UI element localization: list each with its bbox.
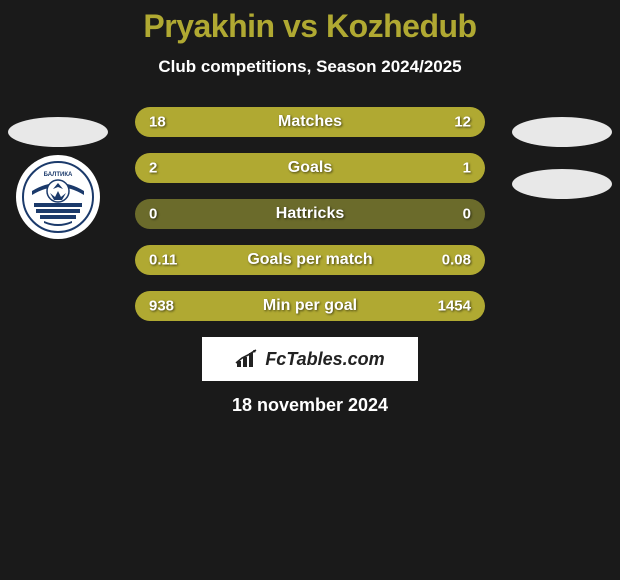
stat-label: Min per goal (263, 297, 357, 315)
svg-text:БАЛТИКА: БАЛТИКА (44, 172, 73, 178)
page-title: Pryakhin vs Kozhedub (0, 8, 620, 45)
date-text: 18 november 2024 (0, 395, 620, 416)
title-player1: Pryakhin (143, 8, 274, 44)
player1-club-logo: БАЛТИКА (16, 155, 100, 239)
stat-label: Matches (278, 113, 342, 131)
stat-value-left: 18 (149, 114, 166, 131)
stat-label: Goals per match (247, 251, 372, 269)
chart-icon (235, 349, 259, 369)
stat-value-left: 0.11 (149, 252, 177, 269)
stats-block: БАЛТИКА 18 12 Matches 2 1 Goals 0 0 Hattricks 0.1… (0, 107, 620, 321)
player2-avatar-placeholder-1 (512, 117, 612, 147)
player2-avatar-placeholder-2 (512, 169, 612, 199)
stat-value-left: 2 (149, 160, 157, 177)
stat-value-right: 1 (463, 160, 471, 177)
stat-value-right: 12 (454, 114, 471, 131)
stat-value-right: 0.08 (442, 252, 471, 269)
stat-value-right: 1454 (438, 298, 471, 315)
stat-row: 18 12 Matches (135, 107, 485, 137)
stat-value-left: 0 (149, 206, 157, 223)
player2-badge (512, 117, 612, 217)
stat-bar-fill-left (135, 153, 368, 183)
title-player2: Kozhedub (326, 8, 477, 44)
stat-label: Hattricks (276, 205, 344, 223)
branding-text: FcTables.com (265, 349, 384, 370)
stat-row: 0.11 0.08 Goals per match (135, 245, 485, 275)
stat-label: Goals (288, 159, 332, 177)
player1-badge: БАЛТИКА (8, 117, 108, 217)
stat-row: 0 0 Hattricks (135, 199, 485, 229)
stat-value-right: 0 (463, 206, 471, 223)
branding-box[interactable]: FcTables.com (202, 337, 418, 381)
title-vs: vs (283, 8, 318, 44)
subtitle: Club competitions, Season 2024/2025 (0, 57, 620, 77)
stat-value-left: 938 (149, 298, 174, 315)
stat-row: 2 1 Goals (135, 153, 485, 183)
stat-row: 938 1454 Min per goal (135, 291, 485, 321)
player1-avatar-placeholder (8, 117, 108, 147)
comparison-card: Pryakhin vs Kozhedub Club competitions, … (0, 0, 620, 416)
baltika-logo-icon: БАЛТИКА (22, 161, 94, 233)
